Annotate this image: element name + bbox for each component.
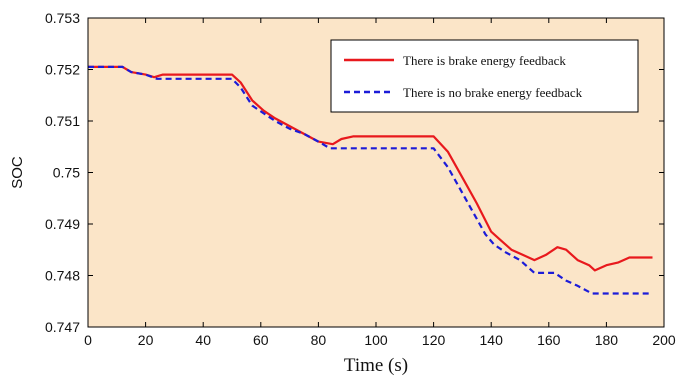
plot-frame (87, 17, 665, 328)
y-tick-label: 0.747 (45, 319, 80, 335)
x-tick-label: 180 (595, 332, 619, 348)
y-tick-label: 0.749 (45, 216, 80, 232)
legend-entry-no-brake-feedback: There is no brake energy feedback (403, 85, 583, 100)
series-layer (88, 65, 653, 295)
x-tick-label: 160 (537, 332, 561, 348)
legend: There is brake energy feedback There is … (330, 39, 639, 113)
y-tick-label: 0.752 (45, 62, 80, 78)
axis-ticks: 0 20 40 60 80 100 120 140 160 180 200 0.747 0.748 0.7… (45, 10, 676, 348)
x-tick-label: 60 (253, 332, 269, 348)
x-tick-label: 100 (364, 332, 388, 348)
x-tick-label: 20 (138, 332, 154, 348)
x-tick-label: 120 (422, 332, 446, 348)
y-tick-label: 0.75 (53, 165, 80, 181)
series-line-brake-feedback (88, 65, 653, 272)
y-tick-label: 0.748 (45, 268, 80, 284)
x-tick-label: 200 (652, 332, 676, 348)
x-axis-title: Time (s) (344, 355, 408, 376)
y-axis-title: SOC (9, 156, 26, 189)
legend-entry-brake-feedback: There is brake energy feedback (403, 53, 566, 68)
x-tick-label: 140 (480, 332, 504, 348)
x-tick-label: 80 (311, 332, 327, 348)
x-tick-label: 40 (195, 332, 211, 348)
y-tick-label: 0.753 (45, 10, 80, 26)
x-tick-label: 0 (84, 332, 92, 348)
series-line-no-brake-feedback (88, 65, 653, 295)
legend-box (330, 39, 639, 113)
y-tick-label: 0.751 (45, 113, 80, 129)
